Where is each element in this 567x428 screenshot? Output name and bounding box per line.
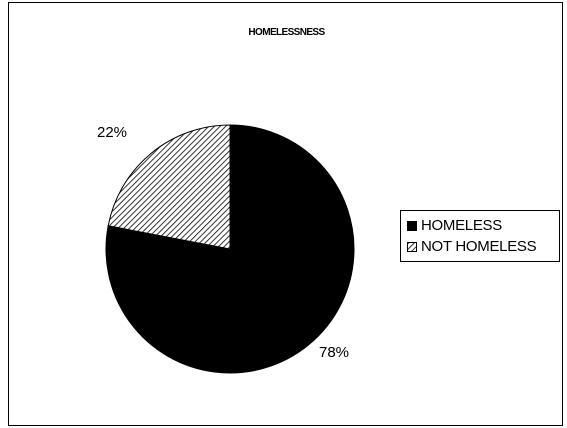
legend-swatch-not-homeless	[407, 241, 417, 252]
legend: HOMELESS NOT HOMELESS	[400, 210, 560, 262]
pie-slice-not-homeless	[107, 124, 231, 250]
pie-chart: 78% 22%	[97, 124, 355, 374]
legend-item-homeless: HOMELESS	[407, 215, 559, 236]
legend-label-homeless: HOMELESS	[421, 217, 502, 234]
chart-title: HOMELESSNESS	[248, 27, 325, 38]
legend-item-not-homeless: NOT HOMELESS	[407, 236, 559, 257]
legend-label-not-homeless: NOT HOMELESS	[421, 238, 537, 255]
data-label-homeless: 78%	[319, 344, 349, 361]
chart-frame: HOMELESSNESS 78% 22% HOMELESS	[8, 2, 563, 426]
data-label-not-homeless: 22%	[97, 124, 127, 141]
legend-swatch-homeless	[407, 220, 417, 231]
